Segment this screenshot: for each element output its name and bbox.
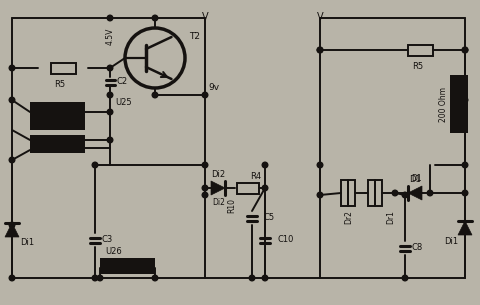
Bar [50, 63, 75, 74]
Circle shape [262, 162, 268, 168]
Circle shape [202, 192, 208, 198]
Bar [375, 180, 382, 206]
Bar [408, 45, 432, 56]
Text: Dr1: Dr1 [386, 210, 395, 224]
Text: C3: C3 [102, 235, 113, 245]
Circle shape [92, 275, 98, 281]
Text: C2: C2 [117, 77, 128, 87]
Text: Di1: Di1 [444, 237, 458, 246]
Circle shape [317, 162, 323, 168]
Circle shape [9, 222, 15, 228]
Circle shape [392, 190, 398, 196]
Polygon shape [5, 223, 19, 237]
Text: C8: C8 [412, 243, 423, 253]
Text: R10: R10 [228, 198, 237, 213]
Text: V: V [202, 12, 208, 22]
Circle shape [107, 137, 113, 143]
Circle shape [262, 275, 268, 281]
Text: R5: R5 [54, 80, 66, 89]
Text: V: V [317, 12, 324, 22]
Circle shape [402, 275, 408, 281]
Polygon shape [458, 221, 472, 235]
Circle shape [97, 275, 103, 281]
Circle shape [249, 275, 255, 281]
Circle shape [9, 275, 15, 281]
Polygon shape [211, 181, 225, 195]
Text: U25: U25 [115, 98, 132, 107]
Text: T2: T2 [189, 32, 200, 41]
Circle shape [317, 47, 323, 53]
Circle shape [9, 65, 15, 71]
Text: R5: R5 [412, 62, 423, 71]
Bar [341, 180, 348, 206]
Circle shape [427, 190, 433, 196]
Circle shape [202, 185, 208, 191]
Text: U26: U26 [105, 247, 122, 256]
Text: C10: C10 [277, 235, 293, 245]
Circle shape [202, 92, 208, 98]
Text: D1: D1 [409, 175, 421, 184]
Text: 200 Ohm: 200 Ohm [439, 87, 448, 121]
Text: D1: D1 [412, 174, 422, 183]
Bar [100, 258, 155, 274]
Circle shape [152, 92, 158, 98]
Circle shape [462, 190, 468, 196]
Circle shape [152, 275, 158, 281]
Circle shape [107, 109, 113, 115]
Circle shape [402, 192, 408, 198]
Bar [30, 135, 85, 153]
Bar [368, 180, 375, 206]
Bar [30, 102, 85, 130]
Circle shape [107, 15, 113, 21]
Circle shape [92, 162, 98, 168]
Circle shape [462, 97, 468, 103]
Circle shape [9, 157, 15, 163]
Circle shape [107, 65, 113, 71]
Text: C5: C5 [264, 214, 275, 223]
Circle shape [202, 162, 208, 168]
Circle shape [107, 92, 113, 98]
Circle shape [462, 47, 468, 53]
Bar [450, 75, 468, 133]
Circle shape [317, 192, 323, 198]
Bar [237, 182, 259, 193]
Circle shape [262, 185, 268, 191]
Text: 4.5V: 4.5V [106, 27, 115, 45]
Circle shape [317, 47, 323, 53]
Text: 9v: 9v [208, 84, 219, 92]
Circle shape [152, 15, 158, 21]
Circle shape [462, 162, 468, 168]
Bar [348, 180, 355, 206]
Text: R4: R4 [250, 172, 261, 181]
Text: Di2: Di2 [213, 198, 226, 207]
Circle shape [9, 97, 15, 103]
Circle shape [462, 47, 468, 53]
Text: Di1: Di1 [20, 238, 34, 247]
Text: Dr2: Dr2 [345, 210, 353, 224]
Text: Di2: Di2 [211, 170, 225, 179]
Polygon shape [408, 186, 422, 200]
